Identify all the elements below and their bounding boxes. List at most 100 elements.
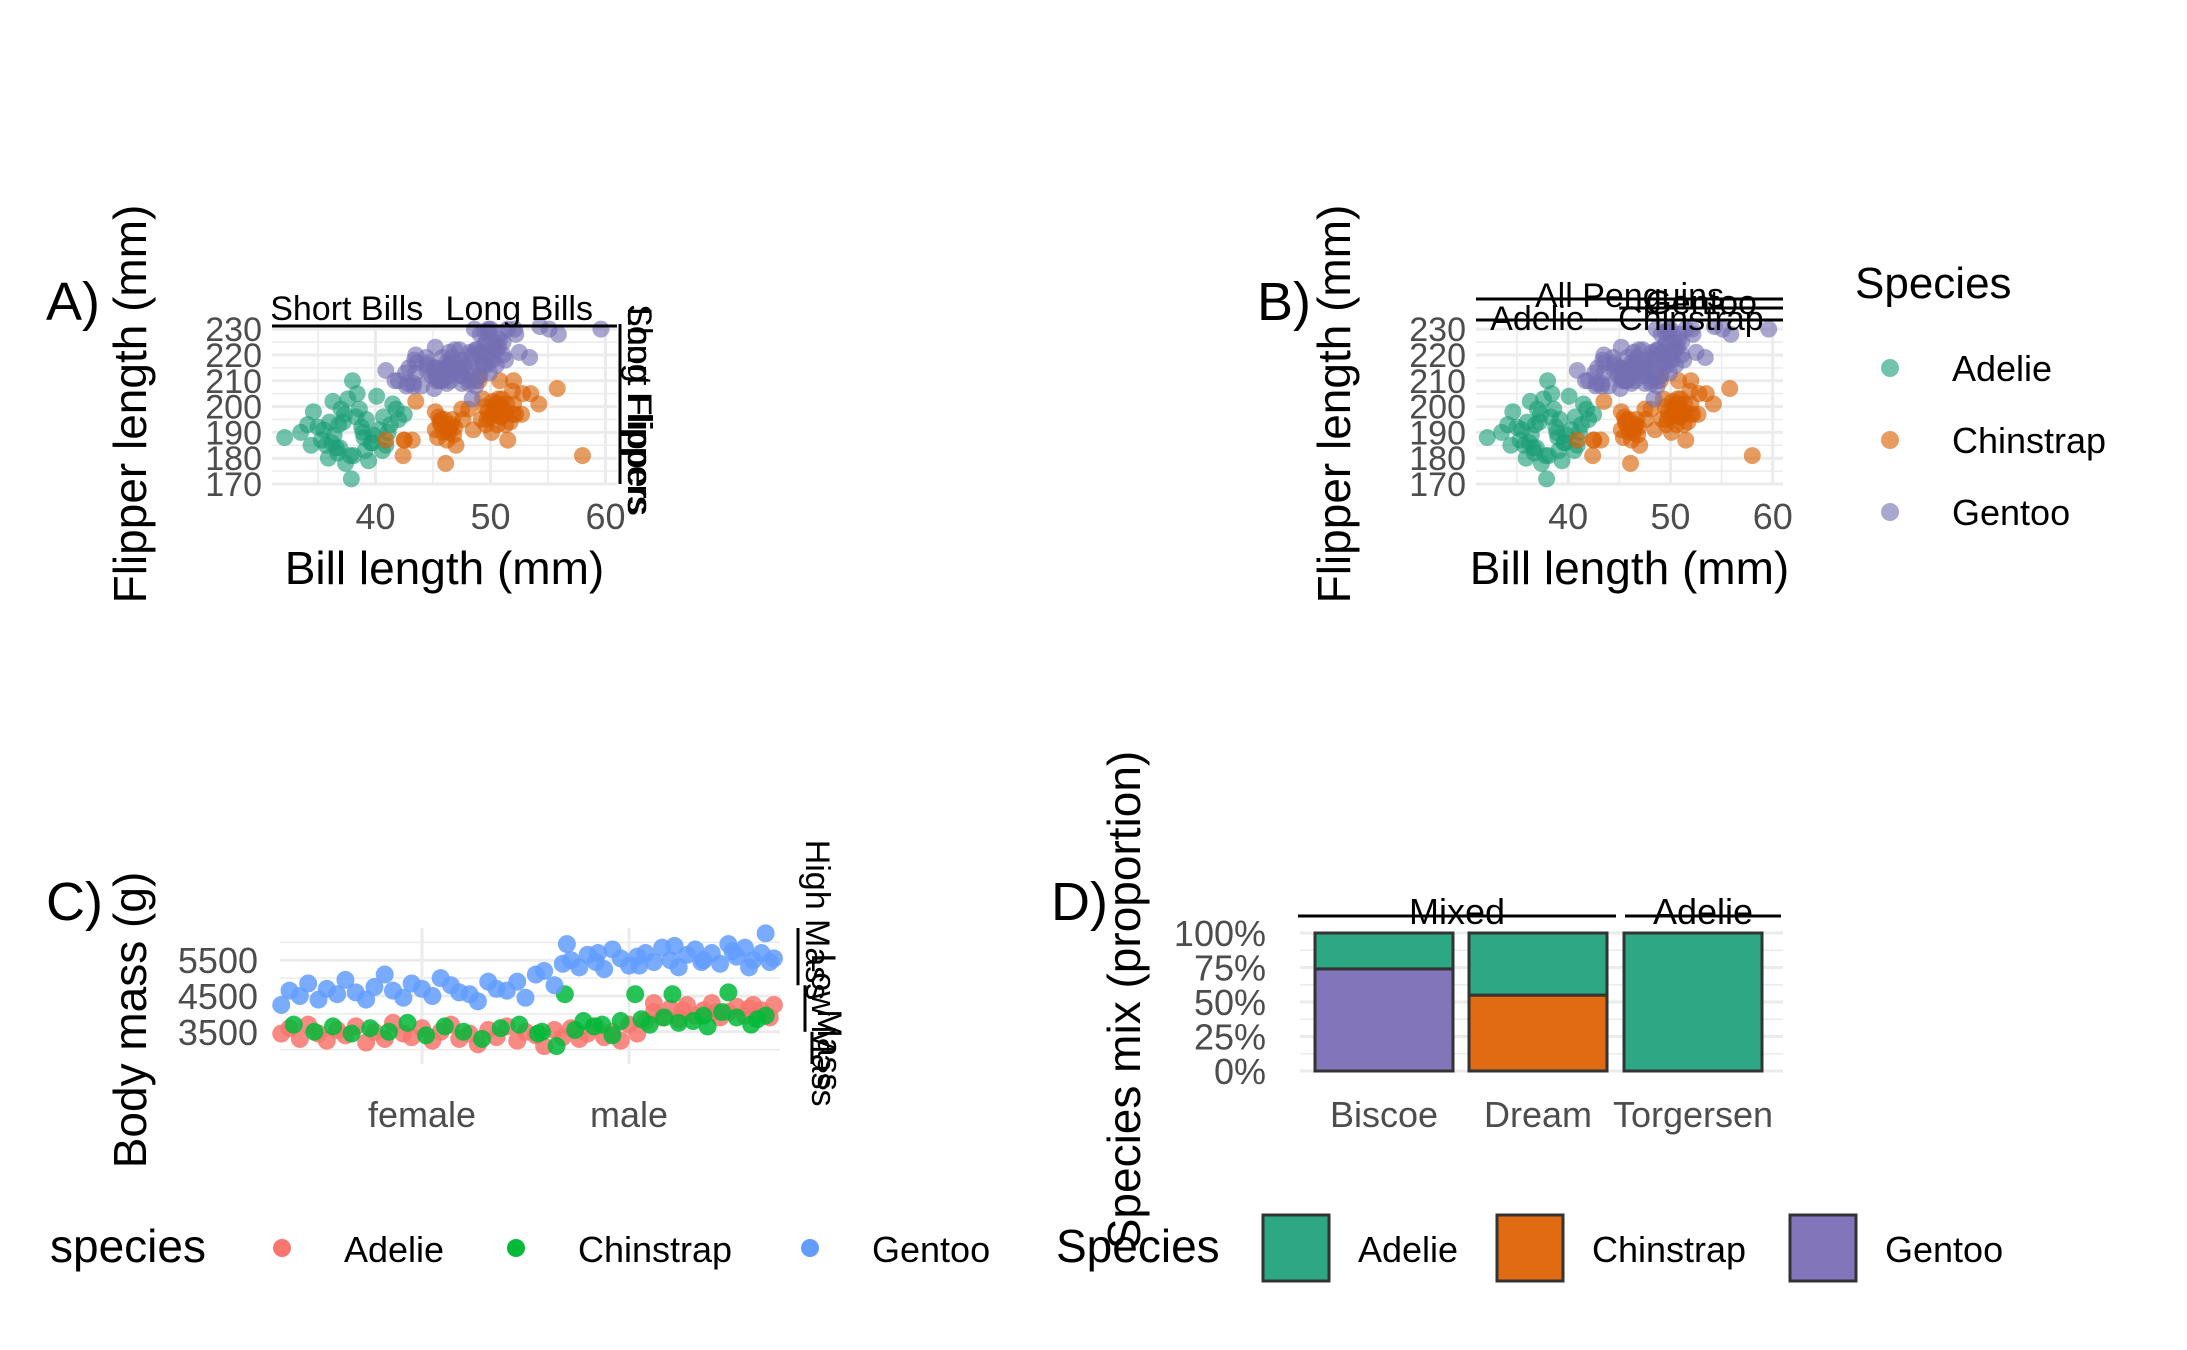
data-point — [1504, 403, 1522, 421]
legend-key — [1495, 1213, 1565, 1283]
y-tick-label: 170 — [205, 466, 262, 504]
data-point — [324, 392, 342, 410]
y-tick-label: 170 — [1409, 466, 1466, 504]
legend-title: species — [50, 1220, 206, 1272]
data-point — [545, 976, 564, 995]
data-point — [426, 367, 444, 385]
data-point — [426, 338, 444, 356]
data-point — [398, 1013, 417, 1032]
data-point — [1543, 385, 1561, 403]
y-tick-label: 210 — [205, 363, 262, 401]
data-point — [1538, 470, 1556, 488]
data-point — [1697, 385, 1715, 403]
y-tick-label: 25% — [1194, 1017, 1266, 1058]
data-point — [521, 349, 539, 367]
data-point — [454, 1022, 473, 1041]
data-point — [1663, 403, 1681, 421]
data-point — [404, 377, 422, 395]
bracket-label: Short Flippers — [620, 304, 658, 516]
legend-label: Chinstrap — [578, 1229, 732, 1270]
data-point — [468, 992, 487, 1011]
data-point — [473, 1029, 492, 1048]
data-point — [644, 994, 663, 1013]
data-point — [276, 429, 294, 447]
legend-label: Gentoo — [1885, 1229, 2003, 1270]
x-axis-title: Bill length (mm) — [1470, 542, 1790, 594]
bar-segment — [1622, 931, 1764, 1073]
panel-d: 0%25%50%75%100% Biscoe Dream Torgersen Speci… — [1098, 751, 1783, 1249]
data-point — [484, 403, 502, 421]
y-axis-title: Flipper length (mm) — [104, 205, 156, 604]
data-point — [342, 1024, 361, 1043]
data-point — [477, 416, 495, 434]
data-point — [417, 1026, 436, 1045]
data-point — [480, 364, 498, 382]
x-tick-label: 50 — [1650, 496, 1690, 537]
data-point — [574, 1012, 593, 1031]
y-tick-label: 220 — [205, 337, 262, 375]
data-point — [468, 341, 486, 359]
data-point — [334, 413, 352, 431]
data-point — [356, 441, 374, 459]
data-point — [1513, 421, 1531, 439]
legend-label: Chinstrap — [1592, 1229, 1746, 1270]
y-tick-label: 220 — [1409, 337, 1466, 375]
data-point — [533, 1022, 552, 1041]
data-point — [328, 985, 347, 1004]
data-point — [1572, 416, 1590, 434]
y-tick-label: 200 — [1409, 389, 1466, 427]
legend-species-b: Species Adelie Chinstrap Gentoo — [1855, 259, 2106, 533]
data-point — [1612, 367, 1630, 385]
data-point — [486, 341, 504, 359]
data-point — [611, 1012, 630, 1031]
data-point — [290, 1029, 309, 1048]
data-point — [1666, 341, 1684, 359]
data-point — [342, 470, 360, 488]
data-point — [353, 418, 371, 436]
legend-key — [801, 1239, 819, 1257]
bracket-label: Long Flippers — [620, 307, 658, 513]
data-point — [445, 426, 463, 444]
legend-key — [507, 1239, 525, 1257]
data-point — [1649, 341, 1667, 359]
y-axis-title: Flipper length (mm) — [1308, 205, 1360, 604]
panel-tag-d: D) — [1051, 872, 1108, 932]
data-point — [1493, 423, 1511, 441]
data-point — [1659, 323, 1677, 341]
data-point — [764, 949, 783, 968]
bar-segment — [1313, 931, 1455, 971]
data-point — [446, 341, 464, 359]
data-point — [547, 1037, 566, 1056]
legend-title: Species — [1855, 259, 2012, 308]
x-tick-label: male — [590, 1094, 668, 1135]
data-point — [1629, 426, 1647, 444]
data-point — [507, 405, 525, 423]
data-point — [348, 385, 366, 403]
data-point — [445, 359, 463, 377]
x-axis-title: Bill length (mm) — [285, 542, 605, 594]
data-point — [1595, 364, 1613, 382]
legend-key — [1788, 1213, 1858, 1283]
data-point — [1595, 392, 1613, 410]
legend-label: Gentoo — [872, 1229, 990, 1270]
data-point — [1530, 413, 1548, 431]
data-point — [516, 988, 535, 1007]
y-tick-label: 190 — [1409, 414, 1466, 452]
data-point — [592, 320, 610, 338]
bracket-label: Adelie — [1653, 891, 1753, 932]
y-tick-label: 190 — [205, 414, 262, 452]
bracket-label: Chinstrap — [1618, 300, 1764, 338]
y-tick-label: 180 — [205, 440, 262, 478]
y-tick-label: 210 — [1409, 363, 1466, 401]
data-point — [692, 953, 711, 971]
data-point — [460, 374, 478, 392]
legend-title: Species — [1056, 1220, 1220, 1272]
data-point — [395, 431, 413, 449]
data-point — [1760, 320, 1778, 338]
bracket-label: Gentoo — [1645, 284, 1757, 322]
panel-tag-b: B) — [1257, 272, 1311, 332]
data-point — [1576, 372, 1594, 390]
data-point — [272, 995, 291, 1014]
